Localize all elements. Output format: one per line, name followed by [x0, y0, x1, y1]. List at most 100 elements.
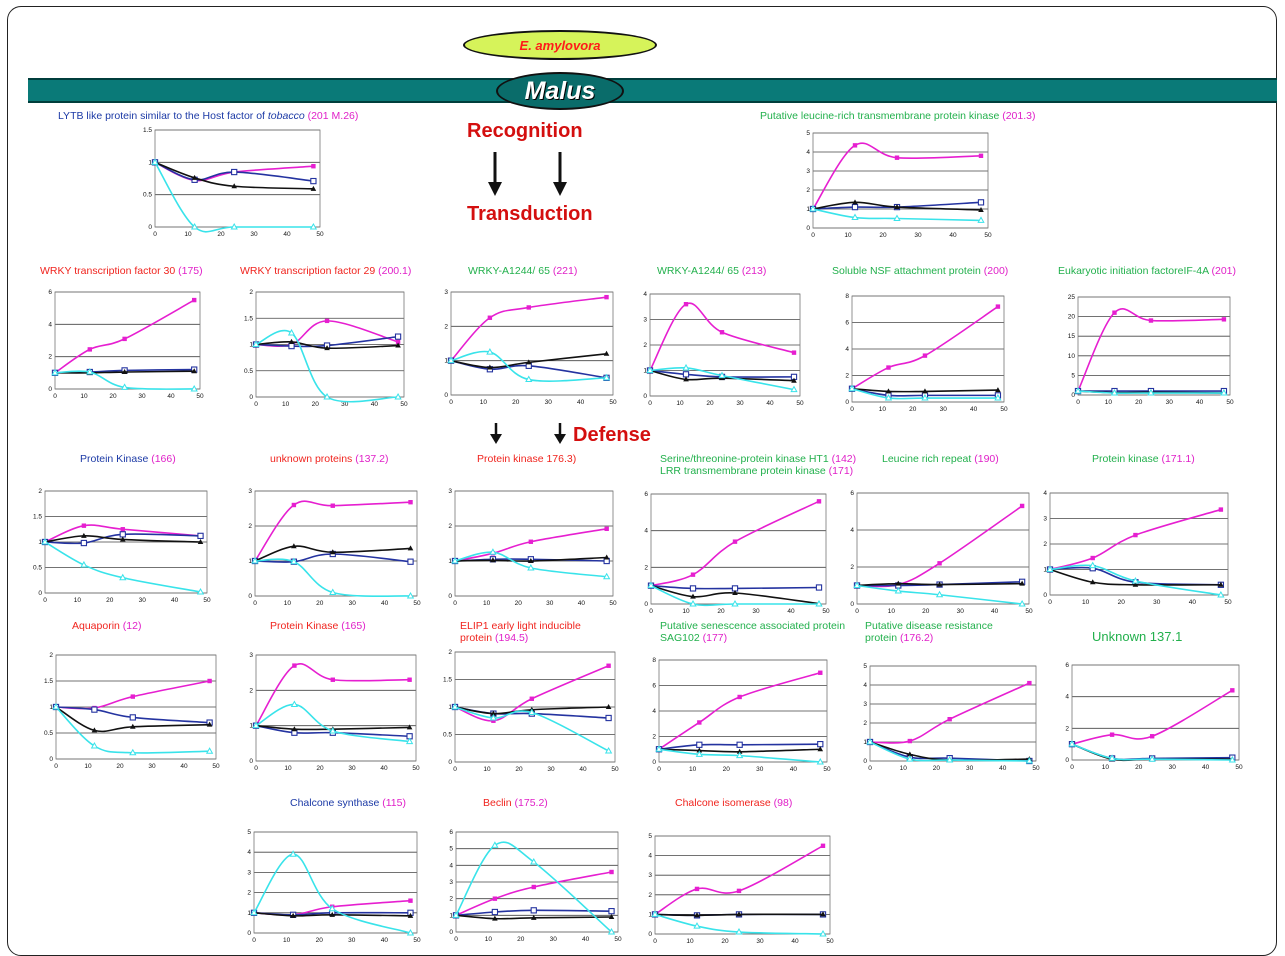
y-tick-label: 2 — [448, 649, 452, 656]
x-tick-label: 20 — [723, 766, 731, 773]
chart-title: Protein kinase (171.1) — [1092, 453, 1195, 465]
y-tick-label: 4 — [1065, 694, 1069, 701]
data-point-magenta — [1019, 503, 1025, 509]
data-point-cyan — [252, 721, 260, 729]
data-point-cyan — [129, 748, 137, 756]
y-tick-label: 0 — [249, 758, 253, 765]
data-point-magenta — [1090, 555, 1095, 561]
data-point-navy — [80, 539, 88, 547]
y-tick-label: 1 — [247, 910, 251, 917]
data-point-navy — [977, 199, 985, 206]
data-point-black — [492, 915, 498, 921]
data-point-cyan — [394, 392, 402, 400]
series-line-cyan — [254, 558, 411, 597]
y-tick-label: 5 — [648, 833, 652, 840]
chart-title: WRKY-A1244/ 65 (221) — [468, 265, 577, 277]
data-point-black — [608, 914, 615, 919]
y-tick-label: 6 — [644, 491, 648, 498]
y-tick-label: 2 — [644, 564, 648, 571]
data-point-cyan — [230, 222, 238, 230]
data-point-cyan — [452, 911, 460, 918]
data-point-cyan — [607, 927, 616, 935]
series-line-black — [454, 706, 609, 715]
x-tick-label: 30 — [1153, 599, 1161, 606]
chart-accession: (176.2) — [900, 632, 934, 644]
y-tick-label: 6 — [449, 829, 453, 836]
series-line-cyan — [450, 350, 607, 382]
data-point-navy — [129, 714, 136, 721]
x-tick-label: 10 — [1105, 399, 1113, 406]
chart-title: Protein kinase 176.3) — [477, 453, 576, 465]
series-line-cyan — [1071, 743, 1233, 761]
chart-accession: (171) — [828, 465, 854, 477]
x-tick-label: 0 — [254, 401, 258, 408]
data-point-magenta — [330, 503, 335, 508]
chart-title-text: Soluble NSF attachment protein — [832, 265, 981, 277]
data-point-black — [197, 539, 204, 544]
data-point-black — [1132, 581, 1139, 587]
data-point-cyan — [946, 756, 954, 763]
data-point-cyan — [1131, 576, 1140, 584]
series-line-cyan — [856, 584, 1023, 605]
data-point-magenta — [606, 663, 611, 668]
data-point-cyan — [646, 366, 654, 373]
data-point-black — [407, 912, 414, 918]
x-tick-label: 50 — [1226, 399, 1234, 406]
data-point-cyan — [120, 383, 129, 390]
y-tick-label: 1 — [249, 723, 253, 730]
chart-title: Aquaporin (12) — [72, 620, 141, 632]
data-point-black — [736, 748, 743, 754]
x-tick-label: 40 — [579, 766, 587, 773]
chart-accession: (177) — [702, 632, 728, 644]
x-tick-label: 0 — [454, 936, 458, 943]
data-point-cyan — [251, 556, 259, 564]
chart-accession: (115) — [382, 797, 406, 809]
x-tick-label: 0 — [43, 597, 47, 604]
y-tick-label: 0 — [249, 394, 253, 401]
data-point-magenta — [1230, 688, 1235, 693]
data-point-black — [895, 580, 902, 586]
y-tick-label: 2 — [850, 564, 854, 571]
x-tick-label: 30 — [756, 938, 764, 945]
series-line-cyan — [454, 551, 607, 578]
chart-accession: (221) — [552, 265, 578, 277]
data-point-cyan — [851, 213, 859, 221]
x-tick-label: 40 — [381, 937, 389, 944]
x-tick-label: 20 — [706, 400, 714, 407]
x-tick-label: 50 — [611, 766, 619, 773]
y-tick-label: 0 — [448, 759, 452, 766]
series-line-black — [44, 535, 201, 543]
series-line-black — [856, 582, 1023, 587]
data-point-magenta — [529, 696, 534, 701]
data-point-navy — [605, 714, 612, 722]
plot-area — [255, 654, 417, 762]
x-tick-label: 40 — [171, 597, 179, 604]
x-tick-label: 10 — [1082, 599, 1090, 606]
plot-area — [869, 665, 1037, 762]
x-tick-label: 0 — [653, 938, 657, 945]
data-point-cyan — [884, 394, 893, 401]
data-point-cyan — [489, 713, 498, 721]
x-tick-label: 10 — [283, 937, 291, 944]
chart-title: Putative leucine-rich transmembrane prot… — [760, 110, 1036, 122]
chart-title: Protein Kinase (165) — [270, 620, 366, 632]
y-tick-label: 0 — [643, 393, 647, 400]
chart-title: Soluble NSF attachment protein (200) — [832, 265, 1008, 277]
data-point-magenta — [690, 572, 696, 577]
chart-accession: (194.5) — [495, 632, 529, 644]
y-tick-label: 1 — [863, 739, 867, 746]
data-point-cyan — [695, 750, 703, 757]
data-point-black — [603, 350, 610, 356]
y-tick-label: 3 — [448, 488, 452, 495]
data-point-cyan — [651, 910, 659, 917]
y-tick-label: 1 — [806, 206, 810, 213]
data-point-black — [791, 377, 797, 383]
x-tick-label: 50 — [609, 600, 617, 607]
y-tick-label: 1.5 — [143, 127, 152, 134]
y-tick-label: 0.5 — [244, 368, 253, 375]
x-tick-label: 10 — [485, 936, 493, 943]
data-point-magenta — [122, 336, 127, 342]
x-tick-label: 20 — [1135, 764, 1143, 771]
plot-area — [450, 291, 614, 396]
